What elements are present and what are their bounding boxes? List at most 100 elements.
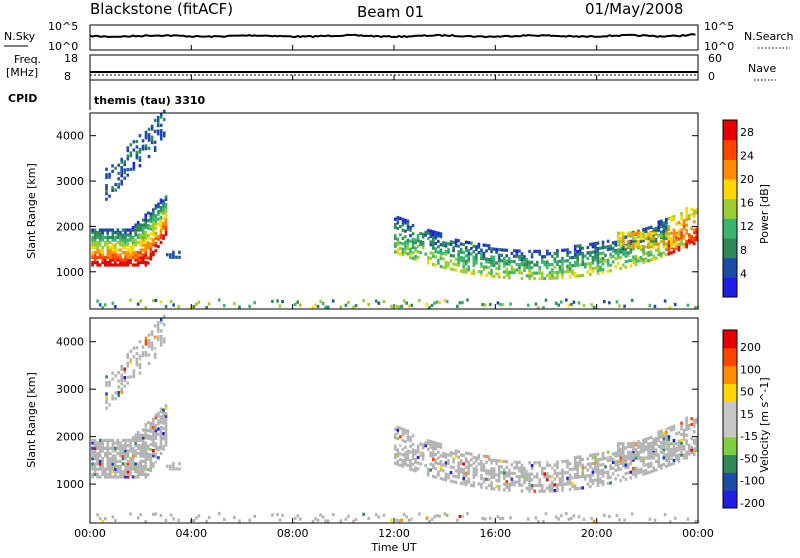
power-cell [490,247,493,251]
velocity-cell [129,375,133,379]
power-cell [172,253,175,257]
x-tick-label: 12:00 [378,527,410,540]
velocity-cell [129,459,132,463]
power-cell [114,183,117,187]
power-cell [652,245,655,249]
power-cell [632,231,635,235]
power-cell [470,252,473,256]
velocity-cell [129,444,132,448]
power-cell [568,267,572,271]
power-cell [406,244,410,248]
velocity-cell [106,446,110,450]
velocity-cell [622,447,625,452]
power-cell [654,256,658,260]
power-cell [454,263,458,267]
power-cell [533,277,536,281]
velocity-cell [121,457,125,461]
velocity-cell [604,465,607,469]
velocity-cell [639,450,643,454]
power-cell [692,212,696,216]
velocity-cell [685,439,688,443]
velocity-cell [505,474,509,478]
velocity-cell [157,411,160,415]
velocity-cell [530,472,534,476]
power-cell [462,256,465,260]
power-cell [637,256,640,260]
velocity-cell [154,460,158,464]
velocity-cell [568,476,572,480]
power-cell [426,258,430,262]
velocity-cell [399,452,402,456]
power-cell [672,237,676,241]
velocity-cell [601,471,605,475]
velocity-cell [432,449,435,453]
velocity-cell [152,428,155,432]
power-cell [647,239,650,243]
velocity-cell [604,470,607,475]
velocity-cell [105,383,108,387]
power-cell [490,263,493,267]
power-cell [103,258,107,262]
power-cell [444,244,448,248]
velocity-cell [682,434,686,438]
colorbar-tick-label: 24 [740,149,754,162]
velocity-cell [540,466,544,470]
power-cell [178,255,181,259]
velocity-cell [571,481,574,486]
power-cell [138,147,142,151]
power-cell [568,250,572,254]
velocity-cell [624,466,628,470]
power-cell [129,151,133,155]
velocity-cell [482,477,486,481]
power-cell [414,254,417,258]
power-cell [685,207,688,211]
power-cell [428,305,431,310]
velocity-cell [101,472,104,476]
velocity-cell [419,462,422,466]
power-cell [537,306,540,310]
velocity-cell [649,456,653,460]
velocity-cell [637,456,640,460]
power-cell [362,299,365,303]
velocity-cell [596,458,600,462]
velocity-cell [576,475,579,479]
velocity-cell [639,467,643,471]
power-cell [109,245,112,250]
power-cell [144,133,148,137]
power-cell [525,257,529,262]
power-cell [518,257,521,261]
power-cell [120,179,123,183]
power-cell [442,241,445,245]
velocity-cell [164,414,168,418]
power-cell [121,245,125,250]
velocity-cell [111,462,115,466]
power-cell [111,263,115,267]
power-cell [596,252,600,256]
power-cell [672,234,676,238]
power-cell [647,253,650,257]
velocity-cell [464,474,468,478]
velocity-cell [627,450,630,454]
velocity-cell [535,475,539,479]
velocity-cell [98,446,102,450]
velocity-cell [690,451,693,455]
velocity-cell [561,471,564,475]
power-cell [164,227,168,231]
velocity-cell [657,456,661,460]
velocity-cell [652,453,655,457]
power-cell [472,258,476,262]
velocity-cell [538,483,541,488]
velocity-cell [619,442,623,446]
velocity-cell [152,417,155,421]
velocity-cell [394,455,397,460]
power-cell [139,299,142,303]
velocity-cell [159,438,163,443]
power-cell [634,257,638,261]
power-cell [682,221,686,225]
velocity-cell [101,467,104,471]
power-cell [505,273,509,277]
power-cell [642,234,645,238]
power-cell [159,123,163,127]
power-cell [622,231,625,235]
power-cell [540,260,544,264]
